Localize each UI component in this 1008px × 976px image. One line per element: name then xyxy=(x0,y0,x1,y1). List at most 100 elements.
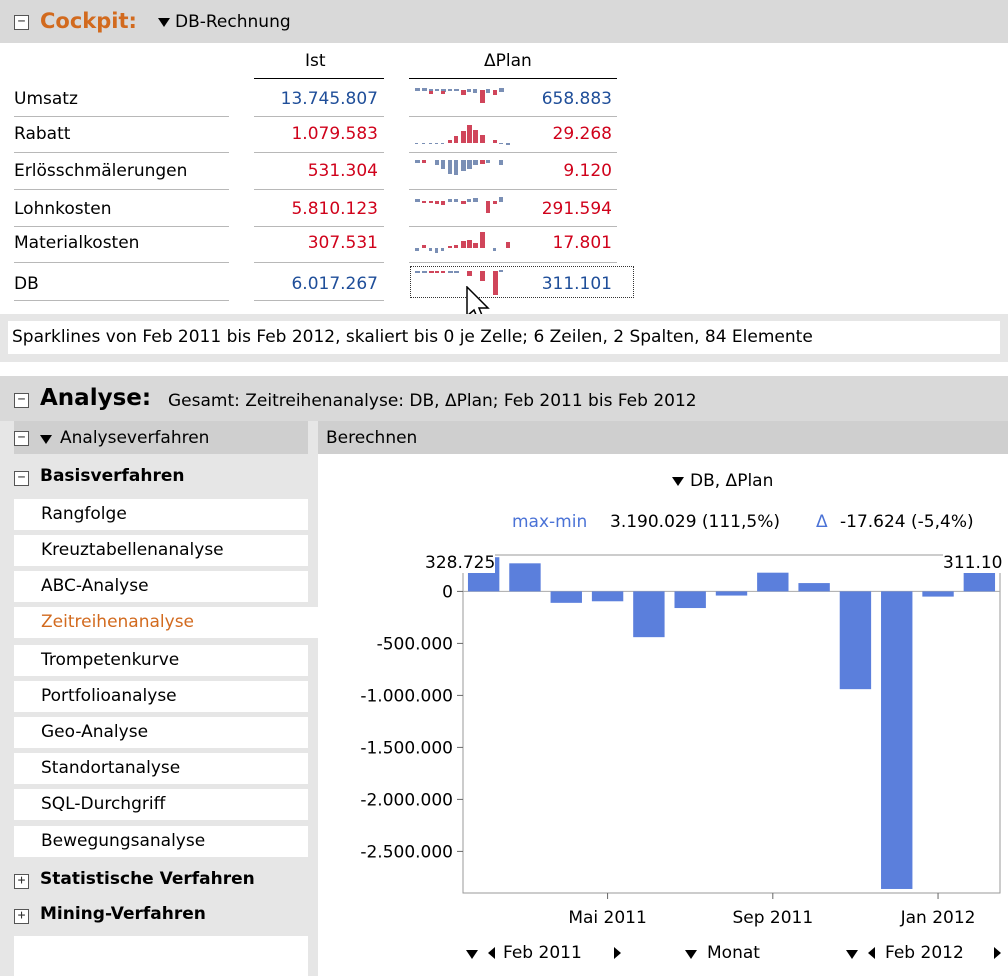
nav-collapse-icon[interactable]: − xyxy=(14,431,29,446)
bar-sep-2011[interactable] xyxy=(757,572,789,592)
sparkline-rabatt[interactable] xyxy=(413,118,517,148)
group-mining-expand-icon[interactable]: + xyxy=(14,909,29,924)
plan-value-rabatt[interactable]: 29.268 xyxy=(552,124,612,144)
y-tick-label: -2.000.000 xyxy=(360,790,453,810)
bar-dez-2011[interactable] xyxy=(881,591,913,889)
nav-empty-area xyxy=(14,936,308,976)
nav-header-title[interactable]: Analyseverfahren xyxy=(60,428,210,448)
plan-value-erloesschmaelerungen[interactable]: 9.120 xyxy=(563,161,612,181)
start-period-dropdown-icon[interactable] xyxy=(466,950,478,959)
start-period-prev-icon[interactable] xyxy=(488,947,495,959)
analyse-collapse-icon[interactable]: − xyxy=(14,393,29,408)
row-label-materialkosten[interactable]: Materialkosten xyxy=(14,233,140,253)
column-header-ist[interactable]: Ist xyxy=(305,51,326,71)
ist-value-lohnkosten[interactable]: 5.810.123 xyxy=(291,199,378,219)
end-period[interactable]: Feb 2012 xyxy=(885,943,964,963)
nav-item-sql-durchgriff[interactable]: SQL-Durchgriff xyxy=(14,789,308,820)
nav-item-bewegungsanalyse[interactable]: Bewegungsanalyse xyxy=(14,826,308,857)
bar-jan-2012[interactable] xyxy=(922,591,954,597)
sparkline-umsatz[interactable] xyxy=(413,86,517,114)
nav-item-portfolioanalyse[interactable]: Portfolioanalyse xyxy=(14,681,308,712)
bar-nov-2011[interactable] xyxy=(839,591,872,690)
bar-jun-2011[interactable] xyxy=(633,591,665,638)
group-stat-expand-icon[interactable]: + xyxy=(14,874,29,889)
row-label-lohnkosten[interactable]: Lohnkosten xyxy=(14,199,112,219)
x-tick-label: Jan 2012 xyxy=(900,908,976,928)
bar-mär-2011[interactable] xyxy=(509,563,541,592)
time-series-bar-chart[interactable]: 0 -500.000 -1.000.000 -1.500.000 -2.000.000 -… xyxy=(318,540,1008,940)
y-tick-label: -1.500.000 xyxy=(360,738,453,758)
y-tick-label: -2.500.000 xyxy=(360,842,453,862)
group-basis-collapse-icon[interactable]: − xyxy=(14,471,29,486)
nav-item-trompetenkurve[interactable]: Trompetenkurve xyxy=(14,645,308,676)
end-period-dropdown-icon[interactable] xyxy=(846,950,858,959)
plan-value-lohnkosten[interactable]: 291.594 xyxy=(541,199,612,219)
row-divider xyxy=(409,116,617,117)
row-divider xyxy=(409,152,617,153)
row-divider xyxy=(14,116,229,117)
sparkline-erloesschmaelerungen[interactable] xyxy=(413,158,517,186)
nav-item-abc-analyse[interactable]: ABC-Analyse xyxy=(14,571,308,602)
report-title[interactable]: DB-Rechnung xyxy=(175,12,291,32)
bar-aug-2011[interactable] xyxy=(715,591,748,596)
row-divider xyxy=(254,262,384,263)
series-selector[interactable]: DB, ΔPlan xyxy=(690,471,774,491)
row-divider xyxy=(254,116,384,117)
plan-value-db[interactable]: 311.101 xyxy=(541,274,612,294)
bar-mai-2011[interactable] xyxy=(591,591,624,602)
bar-okt-2011[interactable] xyxy=(798,583,830,592)
row-label-rabatt[interactable]: Rabatt xyxy=(14,124,71,144)
last-value-label: 311.10 xyxy=(943,553,1008,573)
column-header-plan-underline xyxy=(409,78,617,79)
nav-item-geo-analyse[interactable]: Geo-Analyse xyxy=(14,717,308,748)
nav-dropdown-icon[interactable] xyxy=(40,435,52,444)
start-period[interactable]: Feb 2011 xyxy=(503,943,582,963)
bar-jul-2011[interactable] xyxy=(674,591,706,609)
calc-header-title[interactable]: Berechnen xyxy=(326,428,418,448)
end-period-prev-icon[interactable] xyxy=(868,947,875,959)
delta-icon[interactable]: Δ xyxy=(816,512,828,532)
group-basisverfahren[interactable]: Basisverfahren xyxy=(40,466,185,486)
nav-item-zeitreihenanalyse[interactable]: Zeitreihenanalyse xyxy=(14,607,318,638)
nav-item-standortanalyse[interactable]: Standortanalyse xyxy=(14,753,308,784)
ist-value-umsatz[interactable]: 13.745.807 xyxy=(280,89,378,109)
interval-dropdown-icon[interactable] xyxy=(685,950,697,959)
y-tick-label: -500.000 xyxy=(377,634,453,654)
group-mining-verfahren[interactable]: Mining-Verfahren xyxy=(40,904,206,924)
column-header-plan[interactable]: ΔPlan xyxy=(484,51,532,71)
row-divider xyxy=(254,226,384,227)
ist-value-rabatt[interactable]: 1.079.583 xyxy=(291,124,378,144)
row-label-umsatz[interactable]: Umsatz xyxy=(14,89,78,109)
ist-value-db[interactable]: 6.017.267 xyxy=(291,274,378,294)
ist-value-erloesschmaelerungen[interactable]: 531.304 xyxy=(307,161,378,181)
maxmin-label[interactable]: max-min xyxy=(512,512,588,532)
interval-selector[interactable]: Monat xyxy=(707,943,760,963)
series-dropdown-icon[interactable] xyxy=(672,477,684,486)
analyse-header xyxy=(0,376,1008,421)
sparkline-materialkosten[interactable] xyxy=(413,228,517,258)
sparkline-db[interactable] xyxy=(413,268,517,296)
row-label-db[interactable]: DB xyxy=(14,274,39,294)
sparkline-status-text: Sparklines von Feb 2011 bis Feb 2012, sk… xyxy=(8,321,1000,354)
selected-cell-focus[interactable] xyxy=(410,266,634,298)
nav-item-kreuztabellenanalyse[interactable]: Kreuztabellenanalyse xyxy=(14,535,308,566)
report-dropdown-icon[interactable] xyxy=(158,18,170,27)
cockpit-collapse-icon[interactable]: − xyxy=(14,15,29,30)
row-divider xyxy=(409,226,617,227)
group-statistische-verfahren[interactable]: Statistische Verfahren xyxy=(40,869,255,889)
nav-item-rangfolge[interactable]: Rangfolge xyxy=(14,499,308,530)
row-divider xyxy=(254,300,384,301)
ist-value-materialkosten[interactable]: 307.531 xyxy=(307,233,378,253)
plot-area xyxy=(462,554,1001,894)
start-period-next-icon[interactable] xyxy=(614,947,621,959)
plan-value-umsatz[interactable]: 658.883 xyxy=(541,89,612,109)
analyse-subtitle: Gesamt: Zeitreihenanalyse: DB, ΔPlan; Fe… xyxy=(168,391,697,411)
sparkline-lohnkosten[interactable] xyxy=(413,196,517,224)
row-divider xyxy=(409,262,617,263)
row-label-erloesschmaelerungen[interactable]: Erlösschmälerungen xyxy=(14,161,188,181)
y-tick-label: -1.000.000 xyxy=(360,686,453,706)
plan-value-materialkosten[interactable]: 17.801 xyxy=(552,233,612,253)
bar-apr-2011[interactable] xyxy=(550,591,582,603)
end-period-next-icon[interactable] xyxy=(994,947,1001,959)
delta-value: -17.624 (-5,4%) xyxy=(840,512,974,532)
